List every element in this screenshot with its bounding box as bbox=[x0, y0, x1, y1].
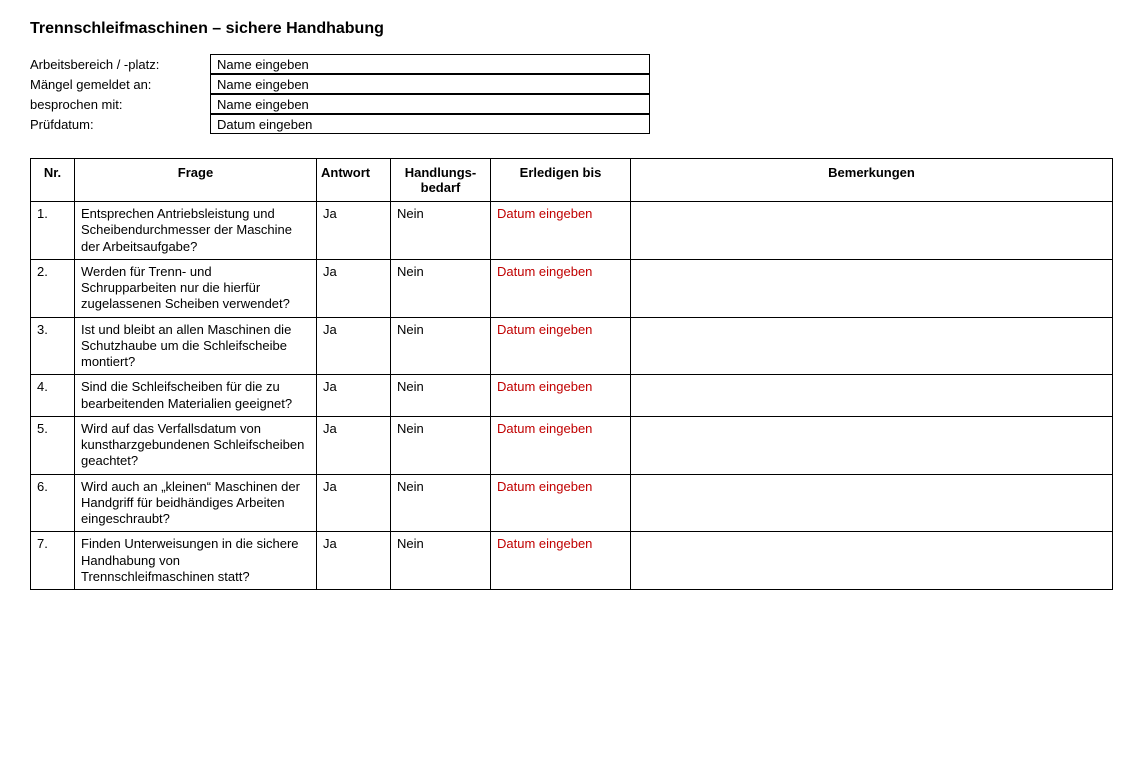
meta-field-label: besprochen mit: bbox=[30, 94, 210, 114]
cell-frage: Wird auch an „kleinen“ Maschinen der Han… bbox=[75, 474, 317, 532]
cell-erledigen[interactable]: Datum eingeben bbox=[491, 416, 631, 474]
meta-field-input-cell: Name eingeben bbox=[210, 54, 650, 74]
cell-nr: 6. bbox=[31, 474, 75, 532]
cell-bedarf[interactable]: Nein bbox=[391, 416, 491, 474]
meta-field-row: Mängel gemeldet an:Name eingeben bbox=[30, 74, 650, 94]
cell-bedarf[interactable]: Nein bbox=[391, 474, 491, 532]
meta-field-label: Prüfdatum: bbox=[30, 114, 210, 134]
cell-antwort[interactable]: Ja bbox=[317, 259, 391, 317]
meta-field-input[interactable]: Datum eingeben bbox=[210, 114, 650, 134]
meta-field-input-cell: Datum eingeben bbox=[210, 114, 650, 134]
cell-bemerkungen[interactable] bbox=[631, 474, 1113, 532]
table-row: 4.Sind die Schleifscheiben für die zu be… bbox=[31, 375, 1113, 417]
meta-field-input-cell: Name eingeben bbox=[210, 74, 650, 94]
checklist-table: Nr. Frage Antwort Handlungs- bedarf Erle… bbox=[30, 158, 1113, 590]
cell-bedarf[interactable]: Nein bbox=[391, 317, 491, 375]
table-body: 1.Entsprechen Antriebsleistung und Schei… bbox=[31, 202, 1113, 590]
cell-frage: Ist und bleibt an allen Maschinen die Sc… bbox=[75, 317, 317, 375]
header-bemerkungen: Bemerkungen bbox=[631, 159, 1113, 202]
cell-bemerkungen[interactable] bbox=[631, 532, 1113, 590]
header-nr: Nr. bbox=[31, 159, 75, 202]
table-header-row: Nr. Frage Antwort Handlungs- bedarf Erle… bbox=[31, 159, 1113, 202]
cell-antwort[interactable]: Ja bbox=[317, 474, 391, 532]
cell-frage: Wird auf das Verfallsdatum von kunstharz… bbox=[75, 416, 317, 474]
cell-erledigen[interactable]: Datum eingeben bbox=[491, 202, 631, 260]
cell-bemerkungen[interactable] bbox=[631, 259, 1113, 317]
cell-antwort[interactable]: Ja bbox=[317, 202, 391, 260]
meta-field-label: Arbeitsbereich / -platz: bbox=[30, 54, 210, 74]
cell-antwort[interactable]: Ja bbox=[317, 317, 391, 375]
cell-bemerkungen[interactable] bbox=[631, 317, 1113, 375]
meta-field-input-cell: Name eingeben bbox=[210, 94, 650, 114]
cell-erledigen[interactable]: Datum eingeben bbox=[491, 474, 631, 532]
meta-field-input[interactable]: Name eingeben bbox=[210, 74, 650, 94]
cell-nr: 5. bbox=[31, 416, 75, 474]
table-row: 7.Finden Unterweisungen in die sichere H… bbox=[31, 532, 1113, 590]
meta-fields-body: Arbeitsbereich / -platz:Name eingebenMän… bbox=[30, 54, 650, 134]
cell-nr: 1. bbox=[31, 202, 75, 260]
cell-bedarf[interactable]: Nein bbox=[391, 259, 491, 317]
header-erledigen: Erledigen bis bbox=[491, 159, 631, 202]
cell-erledigen[interactable]: Datum eingeben bbox=[491, 259, 631, 317]
header-bedarf-line2: bedarf bbox=[421, 180, 461, 195]
page-title: Trennschleifmaschinen – sichere Handhabu… bbox=[30, 20, 1112, 38]
meta-field-input[interactable]: Name eingeben bbox=[210, 54, 650, 74]
cell-nr: 4. bbox=[31, 375, 75, 417]
cell-nr: 3. bbox=[31, 317, 75, 375]
header-bedarf-line1: Handlungs- bbox=[405, 165, 477, 180]
meta-field-input[interactable]: Name eingeben bbox=[210, 94, 650, 114]
cell-antwort[interactable]: Ja bbox=[317, 532, 391, 590]
cell-bedarf[interactable]: Nein bbox=[391, 375, 491, 417]
meta-field-row: Arbeitsbereich / -platz:Name eingeben bbox=[30, 54, 650, 74]
cell-nr: 7. bbox=[31, 532, 75, 590]
table-row: 6.Wird auch an „kleinen“ Maschinen der H… bbox=[31, 474, 1113, 532]
cell-erledigen[interactable]: Datum eingeben bbox=[491, 375, 631, 417]
header-antwort: Antwort bbox=[317, 159, 391, 202]
table-row: 2.Werden für Trenn- und Schrupparbeiten … bbox=[31, 259, 1113, 317]
cell-bemerkungen[interactable] bbox=[631, 202, 1113, 260]
cell-antwort[interactable]: Ja bbox=[317, 416, 391, 474]
cell-erledigen[interactable]: Datum eingeben bbox=[491, 317, 631, 375]
meta-field-row: besprochen mit:Name eingeben bbox=[30, 94, 650, 114]
cell-frage: Entsprechen Antriebsleistung und Scheibe… bbox=[75, 202, 317, 260]
meta-fields-table: Arbeitsbereich / -platz:Name eingebenMän… bbox=[30, 54, 650, 134]
cell-frage: Finden Unterweisungen in die sichere Han… bbox=[75, 532, 317, 590]
table-row: 1.Entsprechen Antriebsleistung und Schei… bbox=[31, 202, 1113, 260]
meta-field-label: Mängel gemeldet an: bbox=[30, 74, 210, 94]
cell-frage: Werden für Trenn- und Schrupparbeiten nu… bbox=[75, 259, 317, 317]
meta-field-row: Prüfdatum:Datum eingeben bbox=[30, 114, 650, 134]
table-row: 3.Ist und bleibt an allen Maschinen die … bbox=[31, 317, 1113, 375]
cell-bemerkungen[interactable] bbox=[631, 416, 1113, 474]
table-row: 5.Wird auf das Verfallsdatum von kunstha… bbox=[31, 416, 1113, 474]
header-bedarf: Handlungs- bedarf bbox=[391, 159, 491, 202]
cell-erledigen[interactable]: Datum eingeben bbox=[491, 532, 631, 590]
cell-bedarf[interactable]: Nein bbox=[391, 202, 491, 260]
cell-antwort[interactable]: Ja bbox=[317, 375, 391, 417]
cell-nr: 2. bbox=[31, 259, 75, 317]
cell-frage: Sind die Schleifscheiben für die zu bear… bbox=[75, 375, 317, 417]
header-frage: Frage bbox=[75, 159, 317, 202]
cell-bedarf[interactable]: Nein bbox=[391, 532, 491, 590]
cell-bemerkungen[interactable] bbox=[631, 375, 1113, 417]
